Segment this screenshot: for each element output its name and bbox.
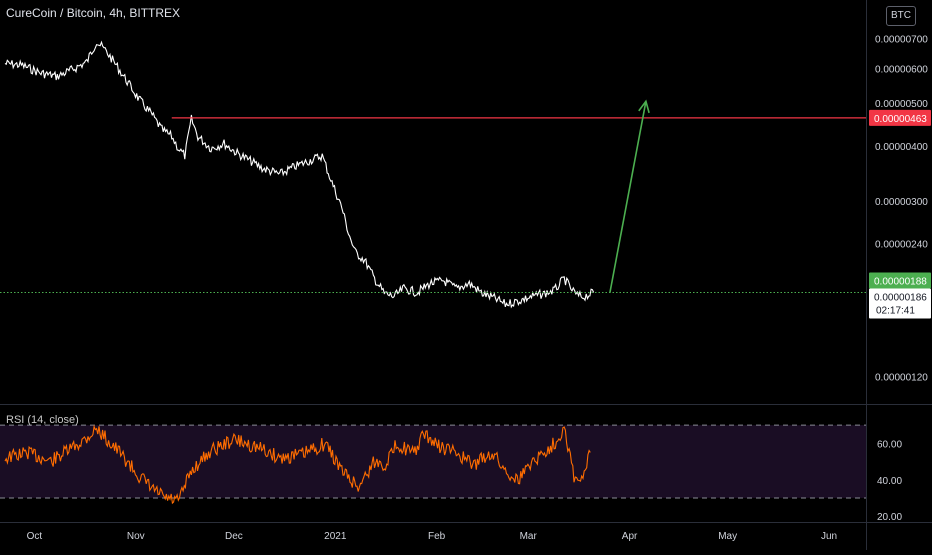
- price-tick-label: 0.00000120: [875, 372, 928, 383]
- symbol-title: CureCoin / Bitcoin, 4h, BITTREX: [6, 6, 180, 20]
- time-tick-label: Apr: [622, 531, 638, 542]
- price-tick-label: 0.00000300: [875, 197, 928, 208]
- price-tick-label: 0.00000400: [875, 142, 928, 153]
- price-tick-label: 0.00000500: [875, 99, 928, 110]
- price-tag: 0.00000463: [869, 110, 931, 126]
- price-tick-label: 0.00000700: [875, 35, 928, 46]
- projection-arrow[interactable]: [610, 101, 646, 292]
- countdown-label: 02:17:41: [876, 306, 915, 317]
- currency-badge[interactable]: BTC: [886, 6, 916, 26]
- price-tag-label: 0.00000188: [874, 276, 927, 287]
- price-tick-label: 0.00000240: [875, 240, 928, 251]
- rsi-tick-label: 20.00: [877, 512, 902, 523]
- time-tick-label: 2021: [324, 531, 347, 542]
- time-tick-label: Nov: [127, 531, 145, 542]
- price-line: [5, 42, 594, 307]
- time-tick-label: Dec: [225, 531, 243, 542]
- time-tick-label: Mar: [520, 531, 538, 542]
- last-price-label: 0.00000186: [874, 293, 927, 304]
- rsi-label: RSI (14, close): [6, 414, 79, 426]
- time-tick-label: May: [718, 531, 737, 542]
- price-tag-label: 0.00000463: [874, 114, 927, 125]
- price-tick-label: 0.00000600: [875, 64, 928, 75]
- rsi-band: [0, 425, 866, 498]
- rsi-tick-label: 60.00: [877, 439, 902, 450]
- time-tick-label: Jun: [821, 531, 837, 542]
- time-tick-label: Feb: [428, 531, 446, 542]
- time-tick-label: Oct: [27, 531, 43, 542]
- price-tag: 0.00000188: [869, 272, 931, 288]
- last-price-box: 0.00000186 02:17:41: [869, 289, 931, 319]
- rsi-tick-label: 40.00: [877, 476, 902, 487]
